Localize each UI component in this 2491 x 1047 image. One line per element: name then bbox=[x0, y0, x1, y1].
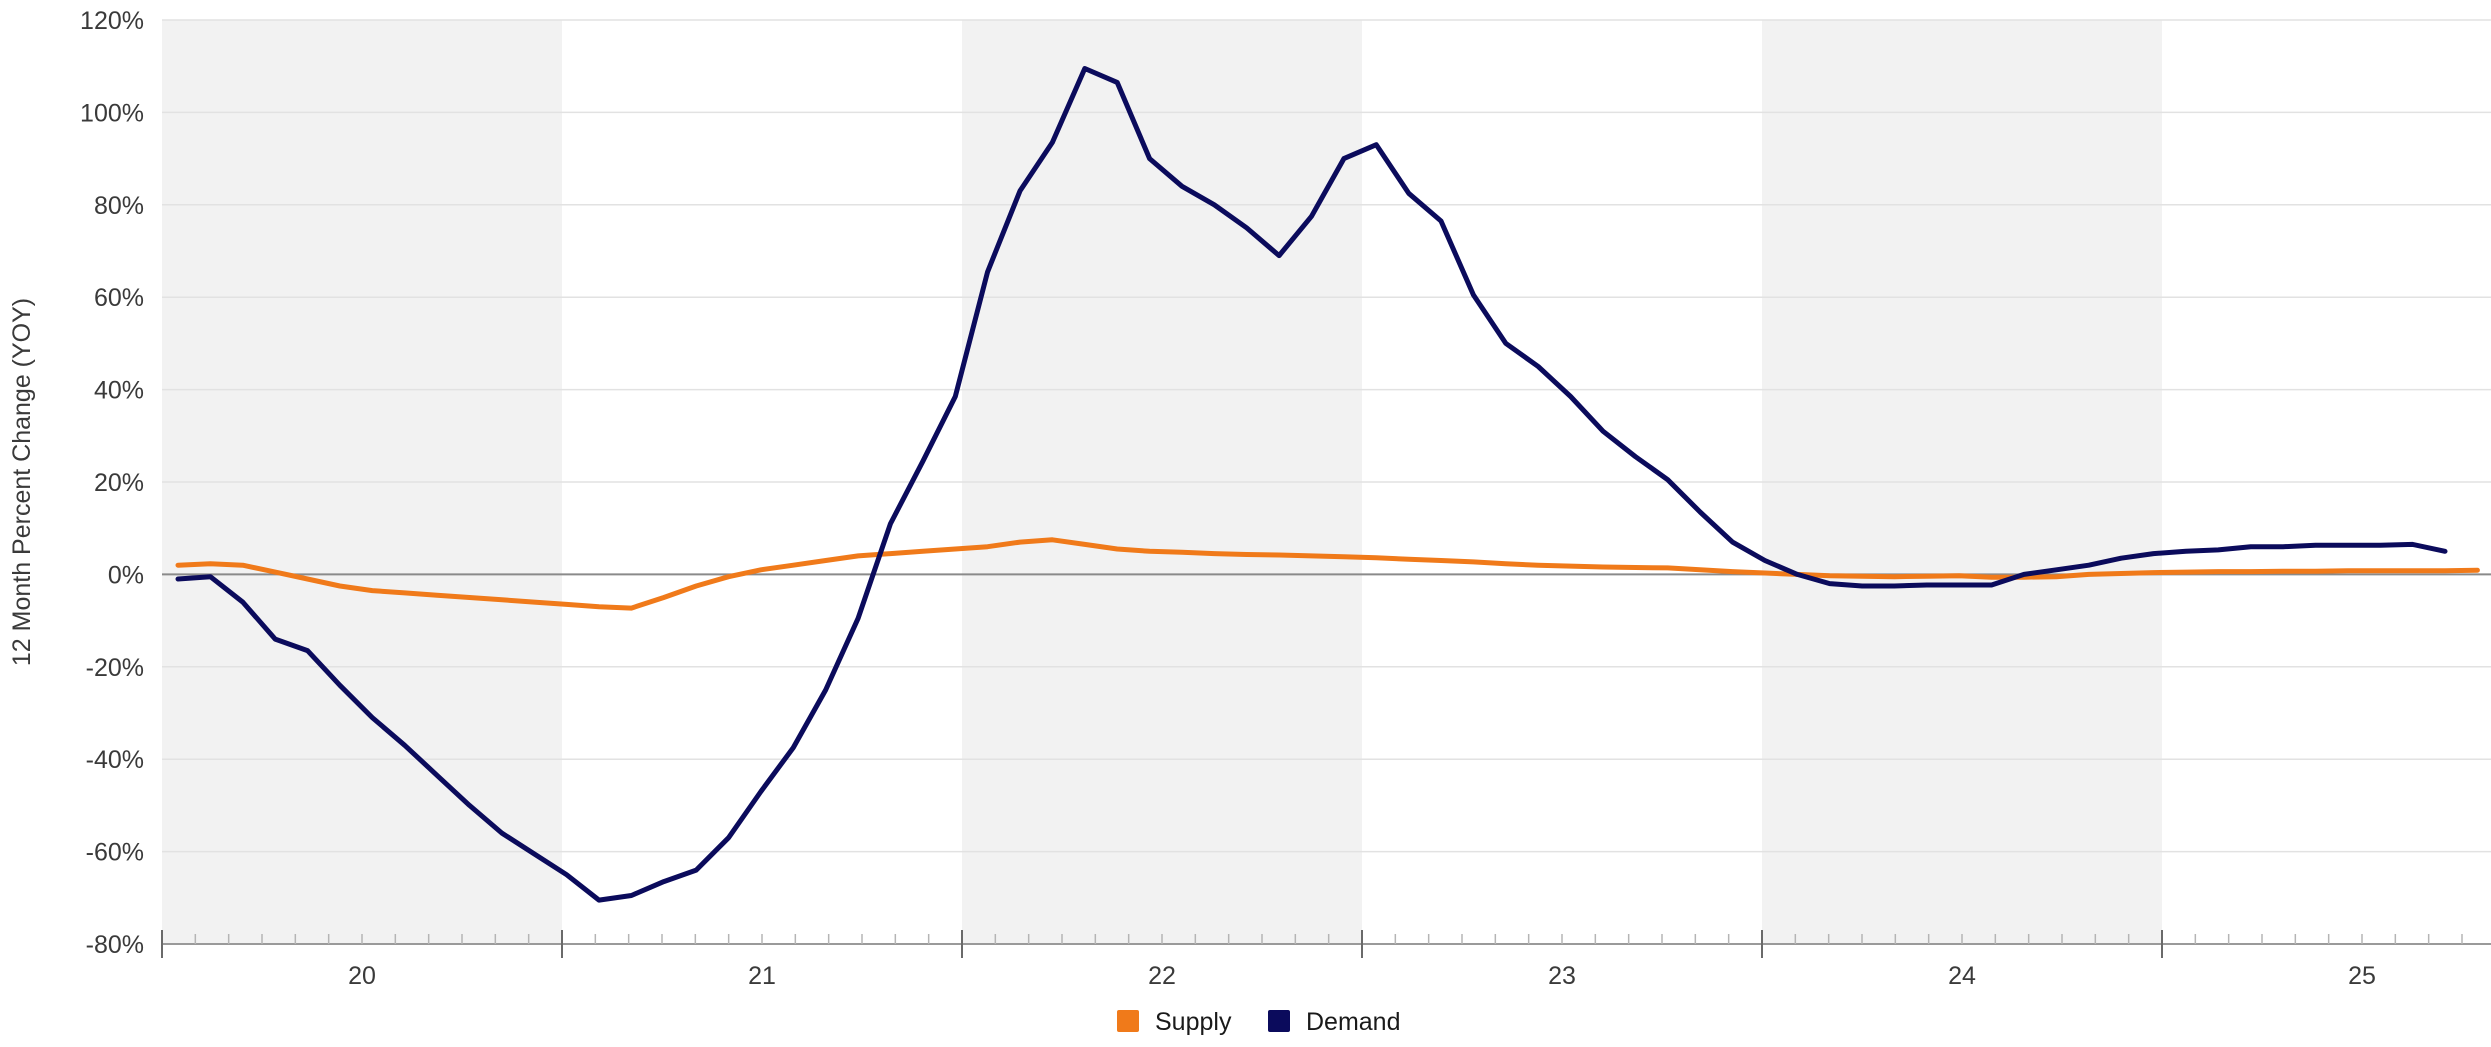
y-tick-label: -80% bbox=[86, 931, 144, 959]
legend-label-supply: Supply bbox=[1155, 1008, 1232, 1036]
series-line-supply bbox=[175, 537, 2480, 611]
y-tick-label: 20% bbox=[94, 469, 144, 497]
y-axis: 120% 100% 80% 60% 40% 20% 0% -20% -40% -60% -80% bbox=[80, 7, 144, 959]
series-lines bbox=[175, 66, 2480, 903]
x-tick-label: 25 bbox=[2348, 962, 2376, 990]
legend-swatch-demand bbox=[1268, 1010, 1290, 1032]
series-line-demand bbox=[175, 66, 2448, 903]
y-tick-label: 80% bbox=[94, 192, 144, 220]
x-tick-label: 21 bbox=[748, 962, 776, 990]
legend-swatch-supply bbox=[1117, 1010, 1139, 1032]
legend-label-demand: Demand bbox=[1306, 1008, 1401, 1036]
x-tick-label: 20 bbox=[348, 962, 376, 990]
legend: Supply Demand bbox=[1117, 1008, 1401, 1036]
x-tick-label: 23 bbox=[1548, 962, 1576, 990]
y-tick-label: 40% bbox=[94, 377, 144, 405]
x-axis: 20 21 22 23 24 25 bbox=[161, 930, 2491, 990]
y-tick-label: 60% bbox=[94, 284, 144, 312]
y-tick-label: 0% bbox=[108, 561, 144, 589]
x-tick-label: 22 bbox=[1148, 962, 1176, 990]
y-tick-label: 100% bbox=[80, 99, 144, 127]
y-tick-label: -40% bbox=[86, 746, 144, 774]
y-tick-label: -20% bbox=[86, 654, 144, 682]
y-tick-label: -60% bbox=[86, 839, 144, 867]
y-axis-title: 12 Month Percent Change (YOY) bbox=[8, 298, 36, 666]
y-tick-label: 120% bbox=[80, 7, 144, 35]
x-tick-label: 24 bbox=[1948, 962, 1976, 990]
